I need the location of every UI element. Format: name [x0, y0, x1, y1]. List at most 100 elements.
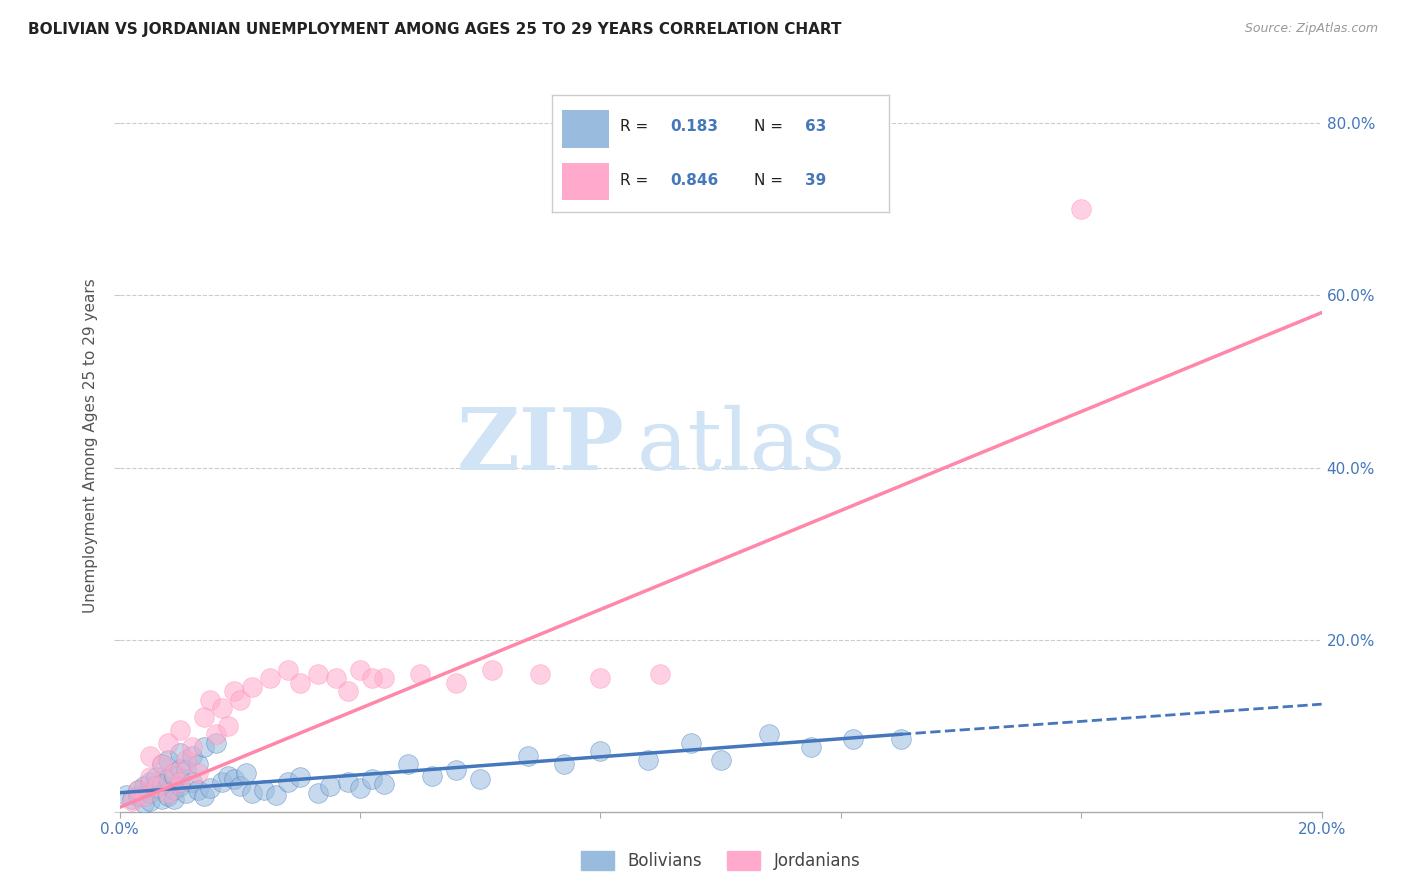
Point: [637, 753, 659, 767]
Point: [228, 693, 252, 707]
Point: [373, 671, 395, 685]
Point: [156, 753, 179, 767]
Point: [169, 774, 191, 789]
Point: [180, 748, 202, 763]
Point: [253, 783, 276, 797]
Point: [842, 731, 865, 746]
Point: [650, 667, 672, 681]
Point: [150, 757, 173, 772]
Point: [180, 774, 202, 789]
Point: [193, 740, 215, 755]
Point: [169, 762, 191, 776]
Point: [145, 770, 167, 784]
Point: [162, 766, 184, 780]
Point: [444, 764, 467, 778]
Point: [468, 772, 492, 786]
Text: BOLIVIAN VS JORDANIAN UNEMPLOYMENT AMONG AGES 25 TO 29 YEARS CORRELATION CHART: BOLIVIAN VS JORDANIAN UNEMPLOYMENT AMONG…: [28, 22, 842, 37]
Point: [890, 731, 912, 746]
Legend: Bolivians, Jordanians: Bolivians, Jordanians: [574, 844, 868, 877]
Point: [481, 663, 503, 677]
Point: [204, 727, 226, 741]
Point: [156, 772, 179, 786]
Point: [145, 780, 167, 795]
Point: [193, 710, 215, 724]
Point: [420, 768, 443, 782]
Point: [127, 783, 149, 797]
Point: [138, 774, 160, 789]
Point: [259, 671, 281, 685]
Point: [138, 748, 160, 763]
Point: [150, 757, 173, 772]
Point: [114, 788, 136, 802]
Text: Source: ZipAtlas.com: Source: ZipAtlas.com: [1244, 22, 1378, 36]
Point: [211, 774, 233, 789]
Point: [396, 757, 419, 772]
Point: [187, 783, 209, 797]
Point: [198, 780, 221, 795]
Point: [211, 701, 233, 715]
Point: [679, 736, 702, 750]
Point: [156, 736, 179, 750]
Point: [138, 770, 160, 784]
Point: [307, 786, 329, 800]
Point: [529, 667, 551, 681]
Point: [361, 772, 384, 786]
Point: [758, 727, 780, 741]
Point: [307, 667, 329, 681]
Y-axis label: Unemployment Among Ages 25 to 29 years: Unemployment Among Ages 25 to 29 years: [83, 278, 98, 614]
Point: [589, 744, 612, 758]
Point: [228, 779, 252, 793]
Point: [193, 789, 215, 804]
Point: [150, 792, 173, 806]
Point: [444, 675, 467, 690]
Point: [1070, 202, 1092, 217]
Point: [145, 779, 167, 793]
Point: [132, 779, 155, 793]
Point: [222, 684, 245, 698]
Point: [240, 680, 263, 694]
Point: [277, 663, 299, 677]
Point: [150, 777, 173, 791]
Point: [325, 671, 347, 685]
Point: [589, 671, 612, 685]
Point: [288, 675, 311, 690]
Point: [127, 789, 149, 804]
Point: [288, 770, 311, 784]
Point: [132, 796, 155, 810]
Point: [240, 786, 263, 800]
Point: [138, 794, 160, 808]
Point: [162, 792, 184, 806]
Point: [373, 777, 395, 791]
Point: [138, 786, 160, 800]
Point: [174, 753, 197, 767]
Text: atlas: atlas: [637, 404, 845, 488]
Point: [336, 774, 359, 789]
Point: [217, 719, 239, 733]
Point: [174, 786, 197, 800]
Point: [132, 789, 155, 804]
Point: [180, 740, 202, 755]
Point: [187, 766, 209, 780]
Point: [222, 772, 245, 786]
Point: [800, 740, 823, 755]
Point: [264, 788, 287, 802]
Point: [217, 768, 239, 782]
Point: [409, 667, 432, 681]
Point: [517, 748, 540, 763]
Point: [277, 774, 299, 789]
Point: [169, 723, 191, 737]
Point: [121, 792, 143, 806]
Point: [169, 779, 191, 793]
Point: [121, 794, 143, 808]
Point: [198, 693, 221, 707]
Point: [169, 746, 191, 760]
Point: [319, 779, 342, 793]
Point: [187, 757, 209, 772]
Point: [349, 780, 371, 795]
Point: [156, 786, 179, 800]
Point: [235, 766, 257, 780]
Point: [162, 783, 184, 797]
Point: [709, 753, 731, 767]
Point: [336, 684, 359, 698]
Point: [156, 789, 179, 804]
